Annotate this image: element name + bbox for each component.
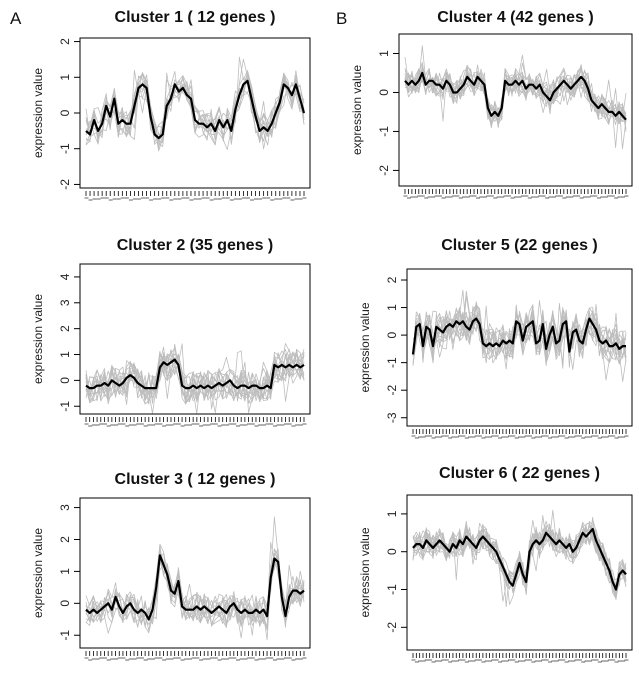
plot-frame bbox=[406, 268, 633, 427]
y-tick-label: -3 bbox=[385, 412, 399, 423]
y-tick-label: 2 bbox=[58, 38, 72, 45]
y-tick-label: 3 bbox=[58, 504, 72, 511]
y-tick-label: 1 bbox=[58, 568, 72, 575]
plot-frame bbox=[406, 494, 633, 651]
y-tick-label: -1 bbox=[58, 143, 72, 154]
chart-title: Cluster 2 (35 genes ) bbox=[117, 237, 274, 254]
gene-trace-line bbox=[85, 350, 305, 405]
chart-title: Cluster 4 (42 genes ) bbox=[437, 9, 594, 26]
y-tick-label: -2 bbox=[385, 622, 399, 633]
plot-frame bbox=[398, 33, 633, 187]
chart-title: Cluster 3 ( 12 genes ) bbox=[115, 471, 276, 488]
gene-trace-line bbox=[404, 70, 627, 118]
plot-frame bbox=[79, 263, 311, 415]
y-tick-label: -1 bbox=[385, 357, 399, 368]
chart-title: Cluster 6 ( 22 genes ) bbox=[439, 465, 600, 482]
y-tick-label: 1 bbox=[377, 50, 391, 57]
y-axis-label: expression value bbox=[358, 302, 372, 392]
cluster-panel-6: Cluster 6 ( 22 genes ) expression value -2… bbox=[358, 465, 633, 663]
y-axis-label: expression value bbox=[358, 527, 372, 617]
y-tick-label: 1 bbox=[385, 304, 399, 311]
y-tick-label: 4 bbox=[58, 273, 72, 280]
cluster-mean-line bbox=[412, 527, 627, 591]
gene-trace-line bbox=[85, 77, 305, 146]
gene-trace-line bbox=[85, 69, 305, 145]
cluster-panel-5: Cluster 5 (22 genes ) expression value -3 -… bbox=[358, 237, 633, 439]
chart-title: Cluster 5 (22 genes ) bbox=[441, 237, 598, 254]
plot-frame bbox=[79, 497, 311, 649]
y-tick-label: -1 bbox=[58, 401, 72, 412]
gene-trace-line bbox=[412, 522, 627, 602]
y-tick-label: 0 bbox=[58, 600, 72, 607]
y-tick-label: -2 bbox=[58, 179, 72, 190]
cluster-panel-1: Cluster 1 ( 12 genes ) expression value -2… bbox=[31, 9, 311, 201]
cluster-panel-4: Cluster 4 (42 genes ) expression value -2 -… bbox=[350, 9, 633, 199]
cluster-panel-2: Cluster 2 (35 genes ) expression value -1 0… bbox=[31, 237, 311, 427]
chart-title: Cluster 1 ( 12 genes ) bbox=[115, 9, 276, 26]
y-tick-label: -1 bbox=[58, 630, 72, 641]
y-axis-label: expression value bbox=[350, 65, 364, 155]
y-axis-label: expression value bbox=[31, 294, 45, 384]
y-tick-label: 1 bbox=[58, 74, 72, 81]
cluster-mean-line bbox=[411, 317, 626, 355]
cluster-mean-line bbox=[85, 79, 306, 140]
y-tick-label: 0 bbox=[377, 89, 391, 96]
y-tick-label: -1 bbox=[377, 126, 391, 137]
cluster-mean-line bbox=[85, 358, 305, 390]
y-tick-label: 2 bbox=[385, 276, 399, 283]
y-tick-label: -2 bbox=[385, 385, 399, 396]
panels-container: Cluster 1 ( 12 genes ) expression value -2… bbox=[31, 9, 633, 663]
y-tick-label: 3 bbox=[58, 299, 72, 306]
y-tick-label: 0 bbox=[385, 548, 399, 555]
gene-trace-line bbox=[85, 552, 305, 641]
y-tick-label: -1 bbox=[385, 584, 399, 595]
panel-label-a: A bbox=[10, 9, 22, 28]
y-tick-label: 1 bbox=[385, 510, 399, 517]
y-tick-label: 1 bbox=[58, 351, 72, 358]
cluster-panel-3: Cluster 3 ( 12 genes ) expression value -1… bbox=[31, 471, 311, 661]
y-tick-label: 0 bbox=[58, 109, 72, 116]
y-tick-label: 2 bbox=[58, 325, 72, 332]
gene-trace-line bbox=[404, 64, 627, 129]
gene-trace-line bbox=[85, 71, 305, 144]
gene-trace-line bbox=[85, 353, 305, 403]
panel-label-b: B bbox=[336, 9, 347, 28]
y-axis-label: expression value bbox=[31, 68, 45, 158]
plot-frame bbox=[79, 37, 311, 189]
y-axis-label: expression value bbox=[31, 528, 45, 618]
y-tick-label: 0 bbox=[385, 331, 399, 338]
cluster-mean-line bbox=[404, 71, 627, 121]
gene-trace-line bbox=[85, 58, 305, 150]
y-tick-label: 2 bbox=[58, 536, 72, 543]
y-tick-label: -2 bbox=[377, 165, 391, 176]
cluster-mean-line bbox=[85, 554, 305, 621]
y-tick-label: 0 bbox=[58, 377, 72, 384]
gene-trace-line bbox=[85, 554, 305, 636]
